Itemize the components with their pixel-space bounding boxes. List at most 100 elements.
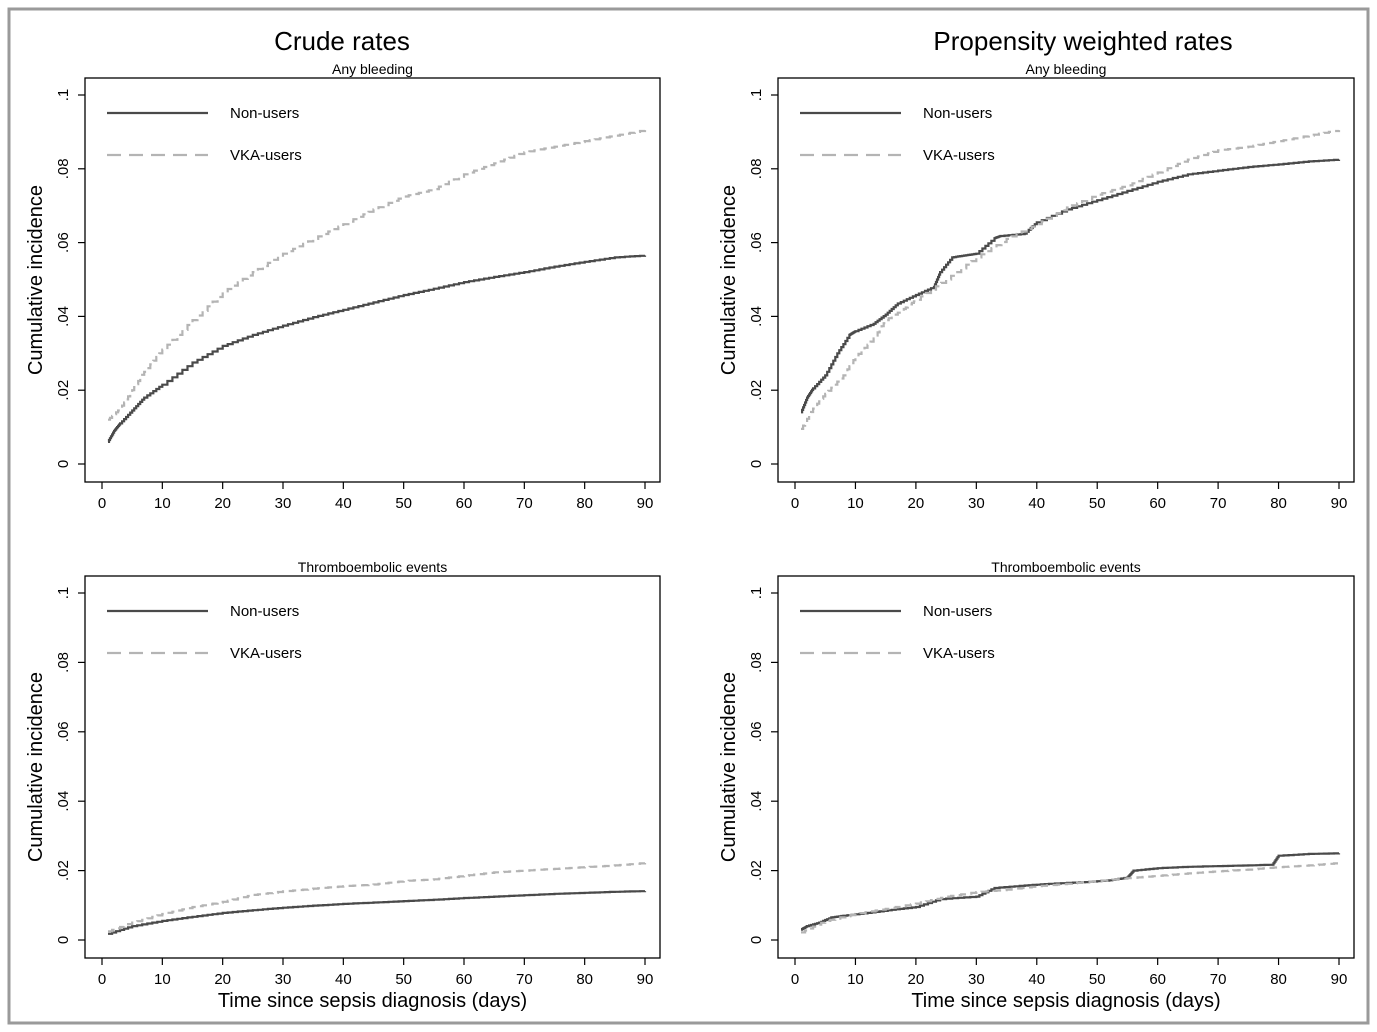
x-tick-label: 40 xyxy=(1028,495,1045,512)
y-tick-label: .06 xyxy=(748,721,765,742)
x-tick-label: 60 xyxy=(1149,971,1166,988)
x-tick-label: 20 xyxy=(214,495,231,512)
plot-frame xyxy=(777,575,1355,959)
y-tick-label: .04 xyxy=(55,306,72,327)
column-title-propensity: Propensity weighted rates xyxy=(933,26,1232,56)
y-tick-label: .1 xyxy=(55,89,72,102)
series-line-vka-users xyxy=(108,862,647,933)
x-tick-label: 10 xyxy=(847,495,864,512)
x-tick-label: 90 xyxy=(637,495,654,512)
y-tick-label: .02 xyxy=(55,860,72,881)
y-axis-label: Cumulative incidence xyxy=(718,672,740,862)
legend-label-vka-users: VKA-users xyxy=(230,645,302,662)
y-tick-label: .02 xyxy=(748,380,765,401)
y-tick-label: 0 xyxy=(748,936,765,944)
x-tick-label: 30 xyxy=(968,971,985,988)
legend-label-vka-users: VKA-users xyxy=(230,147,302,164)
y-tick-label: .04 xyxy=(748,306,765,327)
x-tick-label: 50 xyxy=(1089,495,1106,512)
x-tick-label: 10 xyxy=(154,971,171,988)
x-tick-label: 0 xyxy=(98,495,106,512)
y-tick-label: .02 xyxy=(55,380,72,401)
x-tick-label: 50 xyxy=(395,971,412,988)
x-tick-label: 70 xyxy=(516,495,533,512)
y-tick-label: .1 xyxy=(55,587,72,600)
legend-label-vka-users: VKA-users xyxy=(923,645,995,662)
chart-panel-1: Any bleeding 0 .02 .04 .06 .08 .1 0 10 20 30 40 50 60… xyxy=(718,61,1355,512)
chart-panel-0: Any bleeding 0 .02 .04 .06 .08 .1 0 10 20 30 40 50 60… xyxy=(25,61,661,512)
x-tick-label: 10 xyxy=(154,495,171,512)
panel-title: Any bleeding xyxy=(1026,61,1107,77)
x-tick-label: 20 xyxy=(908,495,925,512)
x-tick-label: 50 xyxy=(1089,971,1106,988)
x-tick-label: 40 xyxy=(1028,971,1045,988)
figure-border xyxy=(7,7,1370,1025)
x-axis-label: Time since sepsis diagnosis (days) xyxy=(218,990,527,1012)
y-tick-label: .04 xyxy=(748,791,765,812)
x-tick-label: 90 xyxy=(1331,971,1348,988)
y-axis-label: Cumulative incidence xyxy=(25,185,47,375)
series-line-non-users xyxy=(107,254,647,443)
x-tick-label: 10 xyxy=(847,971,864,988)
x-tick-label: 80 xyxy=(1270,971,1287,988)
legend-label-non-users: Non-users xyxy=(230,105,299,122)
panel-title: Thromboembolic events xyxy=(298,559,447,575)
x-tick-label: 20 xyxy=(908,971,925,988)
x-tick-label: 60 xyxy=(456,971,473,988)
series-line-vka-users xyxy=(108,129,647,421)
x-tick-label: 70 xyxy=(1210,495,1227,512)
x-tick-label: 80 xyxy=(1270,495,1287,512)
x-tick-label: 70 xyxy=(1210,971,1227,988)
x-tick-label: 60 xyxy=(456,495,473,512)
y-tick-label: .06 xyxy=(748,232,765,253)
panel-title: Any bleeding xyxy=(332,61,413,77)
legend-label-non-users: Non-users xyxy=(923,105,992,122)
series-line-non-users xyxy=(108,890,647,935)
x-axis-label: Time since sepsis diagnosis (days) xyxy=(911,990,1220,1012)
column-title-crude: Crude rates xyxy=(274,26,410,56)
y-tick-label: .08 xyxy=(55,652,72,673)
plot-frame xyxy=(777,77,1355,483)
x-tick-label: 30 xyxy=(968,495,985,512)
y-tick-label: 0 xyxy=(55,936,72,944)
plot-frame xyxy=(84,575,661,959)
x-tick-label: 0 xyxy=(98,971,106,988)
series-line-non-users xyxy=(801,852,1341,931)
y-tick-label: .1 xyxy=(748,587,765,600)
y-tick-label: 0 xyxy=(55,460,72,468)
y-tick-label: .06 xyxy=(55,232,72,253)
y-tick-label: .08 xyxy=(748,158,765,179)
x-tick-label: 0 xyxy=(791,971,799,988)
y-tick-label: .1 xyxy=(748,89,765,102)
x-tick-label: 80 xyxy=(576,971,593,988)
x-tick-label: 0 xyxy=(791,495,799,512)
series-line-vka-users xyxy=(801,862,1341,934)
y-tick-label: .08 xyxy=(55,158,72,179)
y-tick-label: .06 xyxy=(55,721,72,742)
x-tick-label: 80 xyxy=(576,495,593,512)
x-tick-label: 40 xyxy=(335,971,352,988)
chart-panel-3: Thromboembolic events 0 .02 .04 .06 .08 .1 0 10 2… xyxy=(718,559,1355,1012)
legend-label-vka-users: VKA-users xyxy=(923,147,995,164)
legend-label-non-users: Non-users xyxy=(923,603,992,620)
y-tick-label: .08 xyxy=(748,652,765,673)
x-tick-label: 40 xyxy=(335,495,352,512)
y-axis-label: Cumulative incidence xyxy=(718,185,740,375)
panel-title: Thromboembolic events xyxy=(991,559,1140,575)
x-tick-label: 30 xyxy=(275,495,292,512)
plot-frame xyxy=(84,77,661,483)
x-tick-label: 60 xyxy=(1149,495,1166,512)
x-tick-label: 70 xyxy=(516,971,533,988)
chart-panel-2: Thromboembolic events 0 .02 .04 .06 .08 .1 0 10 2… xyxy=(25,559,661,1012)
series-line-vka-users xyxy=(801,129,1341,430)
x-tick-label: 50 xyxy=(395,495,412,512)
x-tick-label: 30 xyxy=(275,971,292,988)
series-line-non-users xyxy=(801,158,1341,414)
x-tick-label: 90 xyxy=(637,971,654,988)
legend-label-non-users: Non-users xyxy=(230,603,299,620)
x-tick-label: 90 xyxy=(1331,495,1348,512)
y-axis-label: Cumulative incidence xyxy=(25,672,47,862)
x-tick-label: 20 xyxy=(214,971,231,988)
y-tick-label: .04 xyxy=(55,791,72,812)
